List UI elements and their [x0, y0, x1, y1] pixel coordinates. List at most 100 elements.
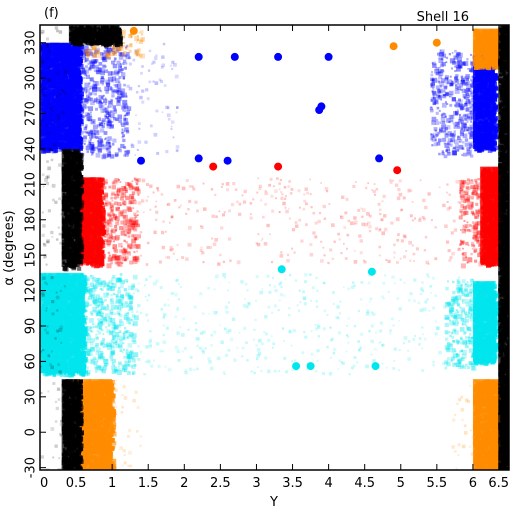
scatter-point: [41, 69, 45, 73]
scatter-point: [80, 131, 84, 135]
scatter-point: [430, 74, 433, 77]
scatter-point: [131, 143, 134, 146]
scatter-point: [309, 179, 311, 181]
scatter-point: [123, 84, 126, 87]
scatter-point: [92, 86, 97, 91]
scatter-point: [297, 189, 300, 192]
scatter-point: [285, 207, 287, 209]
scatter-point: [128, 251, 131, 254]
scatter-point: [379, 209, 381, 211]
scatter-point: [250, 202, 253, 205]
scatter-point: [130, 217, 134, 221]
scatter-point: [77, 123, 79, 125]
scatter-point: [459, 114, 461, 116]
scatter-point: [155, 211, 158, 214]
scatter-point: [492, 106, 494, 108]
series-0-point-6: [375, 154, 383, 162]
scatter-point: [106, 112, 109, 115]
scatter-point: [103, 99, 107, 103]
scatter-point: [473, 80, 476, 83]
scatter-point: [137, 149, 139, 151]
scatter-point: [69, 143, 73, 147]
scatter-point: [93, 121, 95, 123]
scatter-point: [457, 201, 459, 203]
point-cloud: [40, 25, 514, 475]
scatter-point: [220, 226, 223, 229]
scatter-point: [162, 246, 165, 249]
scatter-point: [87, 234, 90, 237]
scatter-point: [126, 111, 130, 115]
scatter-point: [49, 122, 52, 125]
scatter-point: [68, 91, 71, 94]
scatter-point: [136, 183, 138, 185]
scatter-point: [134, 178, 137, 181]
scatter-point: [400, 209, 402, 211]
scatter-point: [485, 81, 487, 83]
scatter-point: [120, 204, 122, 206]
scatter-point: [115, 221, 119, 225]
scatter-point: [418, 219, 421, 222]
scatter-point: [200, 226, 203, 229]
scatter-point: [99, 262, 103, 266]
scatter-point: [116, 228, 118, 230]
scatter-point: [470, 131, 473, 134]
scatter-point: [224, 211, 226, 213]
scatter-point: [163, 43, 166, 46]
scatter-point: [445, 116, 447, 118]
scatter-point: [435, 130, 437, 132]
scatter-point: [480, 80, 484, 84]
scatter-point: [89, 241, 92, 244]
scatter-point: [477, 114, 480, 117]
scatter-point: [463, 80, 465, 82]
scatter-point: [107, 238, 112, 243]
scatter-point: [93, 211, 96, 214]
scatter-point: [432, 91, 436, 95]
scatter-point: [106, 228, 109, 231]
scatter-point: [91, 152, 93, 154]
scatter-point: [274, 190, 277, 193]
scatter-point: [80, 56, 83, 59]
scatter-point: [450, 58, 455, 63]
scatter-point: [133, 213, 136, 216]
scatter-point: [460, 130, 464, 134]
scatter-point: [60, 79, 64, 83]
scatter-point: [414, 218, 416, 220]
scatter-point: [262, 238, 264, 240]
scatter-point: [73, 94, 76, 97]
scatter-point: [123, 248, 126, 251]
scatter-point: [46, 141, 51, 146]
scatter-point: [107, 118, 110, 121]
scatter-point: [290, 192, 293, 195]
scatter-point: [89, 237, 91, 239]
scatter-point: [117, 96, 122, 101]
scatter-point: [465, 82, 467, 84]
scatter-point: [490, 132, 493, 135]
scatter-point: [265, 190, 267, 192]
scatter-point: [89, 131, 93, 135]
scatter-point: [54, 43, 58, 47]
scatter-point: [76, 144, 79, 147]
scatter-point: [71, 61, 76, 66]
scatter-point: [93, 125, 98, 130]
scatter-point: [444, 224, 448, 228]
scatter-point: [314, 235, 317, 238]
scatter-point: [446, 192, 448, 194]
scatter-point: [430, 78, 434, 82]
scatter-point: [462, 141, 464, 143]
scatter-point: [369, 230, 371, 232]
scatter-point: [464, 103, 468, 107]
scatter-point: [112, 236, 116, 240]
scatter-point: [259, 185, 262, 188]
scatter-point: [239, 203, 242, 206]
scatter-point: [96, 131, 98, 133]
scatter-point: [137, 189, 141, 193]
scatter-point: [42, 109, 45, 112]
scatter-point: [171, 68, 173, 70]
scatter-point: [96, 136, 99, 139]
scatter-point: [113, 180, 118, 185]
scatter-point: [412, 201, 414, 203]
scatter-point: [396, 239, 399, 242]
scatter-point: [217, 262, 220, 265]
scatter-point: [468, 132, 470, 134]
scatter-point: [476, 116, 479, 119]
